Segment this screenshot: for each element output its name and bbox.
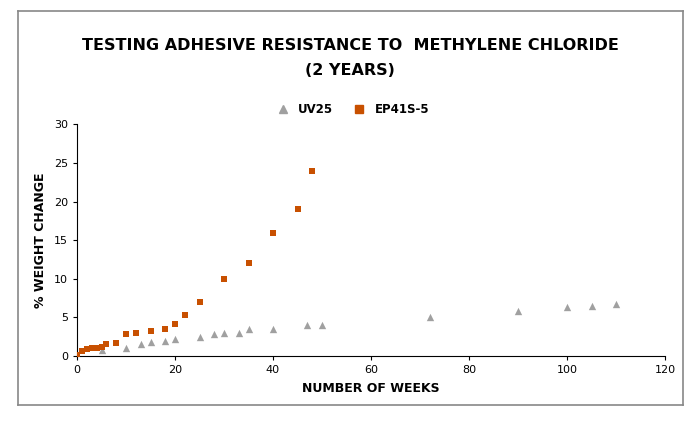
Point <box>135 341 146 348</box>
Point <box>307 167 318 174</box>
Point <box>209 331 220 338</box>
X-axis label: NUMBER OF WEEKS: NUMBER OF WEEKS <box>302 382 440 395</box>
Text: (2 YEARS): (2 YEARS) <box>305 63 395 78</box>
Point <box>76 347 88 354</box>
Point <box>302 322 313 329</box>
Point <box>96 343 107 350</box>
Point <box>233 329 244 336</box>
Point <box>610 301 622 308</box>
Y-axis label: % WEIGHT CHANGE: % WEIGHT CHANGE <box>34 172 47 308</box>
Point <box>218 275 230 282</box>
Point <box>243 326 254 332</box>
Point <box>145 328 156 335</box>
Point <box>160 326 171 332</box>
Point <box>561 304 573 311</box>
Point <box>96 347 107 353</box>
Point <box>194 299 205 305</box>
Legend: UV25, EP41S-5: UV25, EP41S-5 <box>266 98 434 121</box>
Point <box>91 344 102 351</box>
Point <box>179 312 190 319</box>
Point <box>160 337 171 344</box>
Point <box>218 329 230 336</box>
Point <box>424 314 435 321</box>
Point <box>243 260 254 267</box>
Point <box>512 308 524 315</box>
Point <box>316 322 328 329</box>
Point <box>71 352 83 359</box>
Point <box>267 326 279 332</box>
Point <box>194 333 205 340</box>
Point <box>169 335 181 342</box>
Point <box>111 339 122 346</box>
Point <box>86 345 97 352</box>
Point <box>586 302 597 309</box>
Point <box>130 329 141 336</box>
Text: TESTING ADHESIVE RESISTANCE TO  METHYLENE CHLORIDE: TESTING ADHESIVE RESISTANCE TO METHYLENE… <box>82 38 618 52</box>
Point <box>292 206 303 213</box>
Point <box>169 320 181 327</box>
Point <box>267 229 279 236</box>
Point <box>120 345 132 352</box>
Point <box>101 341 112 348</box>
Point <box>81 346 92 353</box>
Point <box>145 339 156 346</box>
Point <box>120 331 132 338</box>
